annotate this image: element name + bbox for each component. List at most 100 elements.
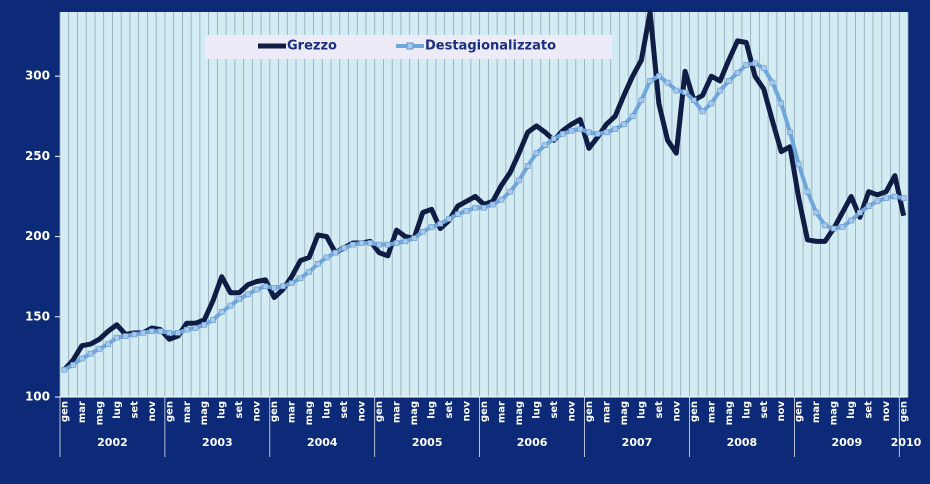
y-tick-label: 250 bbox=[25, 149, 50, 163]
x-group-label: 2007 bbox=[622, 436, 653, 449]
x-tick-label: gen bbox=[689, 401, 700, 422]
point-marker bbox=[848, 217, 854, 224]
x-group-label: 2009 bbox=[831, 436, 862, 449]
point-marker bbox=[122, 333, 129, 339]
point-marker bbox=[210, 317, 216, 323]
point-marker bbox=[148, 328, 155, 335]
point-marker bbox=[350, 241, 356, 248]
point-marker bbox=[839, 224, 846, 230]
x-tick-label: set bbox=[234, 401, 245, 419]
point-marker bbox=[393, 240, 400, 246]
x-tick-label: mag bbox=[724, 401, 735, 425]
point-marker bbox=[341, 245, 347, 251]
point-marker bbox=[621, 121, 627, 128]
x-tick-label: nov bbox=[462, 401, 473, 422]
point-marker bbox=[691, 97, 697, 104]
x-tick-label: nov bbox=[881, 401, 892, 422]
point-marker bbox=[280, 283, 286, 290]
point-marker bbox=[315, 261, 321, 267]
point-marker bbox=[201, 322, 208, 328]
point-marker bbox=[420, 228, 426, 235]
x-tick-label: mag bbox=[619, 401, 630, 425]
point-marker bbox=[717, 87, 723, 94]
x-tick-label: gen bbox=[584, 401, 595, 422]
point-marker bbox=[577, 126, 583, 132]
x-tick-label: set bbox=[549, 401, 560, 419]
x-tick-label: set bbox=[444, 401, 455, 419]
point-marker bbox=[822, 222, 828, 229]
y-tick-label: 100 bbox=[25, 390, 50, 404]
x-tick-label: gen bbox=[269, 401, 280, 422]
point-marker bbox=[61, 366, 68, 373]
x-tick-label: mar bbox=[392, 401, 403, 423]
point-marker bbox=[105, 341, 111, 347]
point-marker bbox=[708, 100, 715, 107]
point-marker bbox=[114, 334, 120, 341]
point-marker bbox=[638, 97, 645, 104]
x-tick-label: nov bbox=[252, 401, 263, 422]
point-marker bbox=[857, 209, 863, 216]
point-marker bbox=[253, 286, 260, 293]
point-marker bbox=[402, 238, 409, 245]
point-marker bbox=[559, 131, 566, 137]
point-marker bbox=[734, 70, 741, 76]
x-group-label: 2005 bbox=[412, 436, 443, 449]
point-marker bbox=[227, 302, 234, 309]
x-tick-label: set bbox=[339, 401, 350, 419]
point-marker bbox=[358, 240, 365, 246]
x-group-label: 2010 bbox=[891, 436, 922, 449]
point-marker bbox=[140, 330, 146, 336]
x-tick-label: mag bbox=[829, 401, 840, 425]
series-line bbox=[62, 9, 907, 372]
point-marker bbox=[489, 201, 496, 208]
point-marker bbox=[551, 135, 557, 142]
point-marker bbox=[778, 100, 785, 107]
point-marker bbox=[883, 195, 889, 201]
x-tick-label: mag bbox=[514, 401, 525, 425]
point-marker bbox=[376, 241, 382, 248]
point-marker bbox=[612, 126, 618, 132]
point-marker bbox=[79, 355, 85, 362]
legend-label: Grezzo bbox=[287, 39, 337, 54]
point-marker bbox=[830, 225, 837, 232]
x-tick-label: gen bbox=[59, 401, 70, 422]
x-tick-label: gen bbox=[899, 401, 910, 422]
point-marker bbox=[463, 208, 470, 214]
x-tick-label: lug bbox=[636, 401, 647, 419]
point-marker bbox=[865, 203, 872, 209]
point-marker bbox=[70, 362, 76, 368]
x-tick-label: gen bbox=[479, 401, 490, 422]
point-marker bbox=[507, 188, 514, 195]
point-marker bbox=[699, 108, 706, 115]
point-marker bbox=[288, 280, 295, 286]
point-marker bbox=[533, 150, 540, 156]
x-tick-label: mar bbox=[601, 401, 612, 423]
x-tick-label: nov bbox=[671, 401, 682, 422]
point-marker bbox=[673, 87, 680, 94]
point-marker bbox=[725, 78, 732, 84]
point-marker bbox=[271, 285, 277, 291]
point-marker bbox=[900, 195, 907, 201]
x-group-label: 2006 bbox=[517, 436, 548, 449]
point-marker bbox=[603, 129, 610, 136]
point-marker bbox=[96, 346, 103, 352]
point-marker bbox=[664, 79, 671, 86]
x-tick-label: lug bbox=[846, 401, 857, 419]
legend-label: Destagionalizzato bbox=[425, 39, 556, 54]
point-marker bbox=[481, 204, 487, 211]
x-tick-label: lug bbox=[427, 401, 438, 419]
point-marker bbox=[245, 291, 251, 298]
x-tick-label: gen bbox=[164, 401, 175, 422]
x-tick-label: set bbox=[759, 401, 770, 419]
point-marker bbox=[795, 161, 802, 168]
point-marker bbox=[437, 220, 444, 227]
x-tick-label: mar bbox=[811, 401, 822, 423]
point-marker bbox=[524, 163, 531, 169]
x-group-label: 2002 bbox=[97, 436, 128, 449]
point-marker bbox=[454, 211, 461, 217]
x-tick-label: gen bbox=[374, 401, 385, 422]
x-tick-label: mag bbox=[304, 401, 315, 425]
point-marker bbox=[568, 127, 575, 134]
x-tick-label: nov bbox=[357, 401, 368, 422]
point-marker bbox=[236, 296, 243, 302]
